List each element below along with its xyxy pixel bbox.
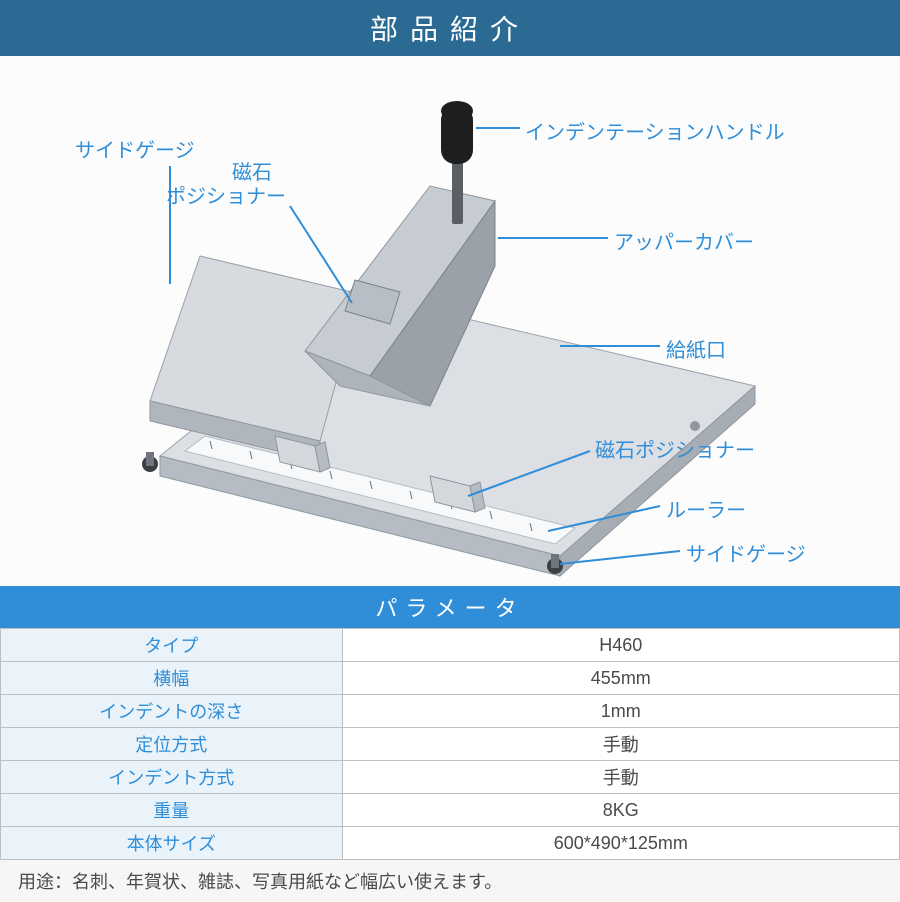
param-section-header: パラメータ <box>0 586 900 628</box>
param-key: 横幅 <box>1 662 343 695</box>
table-row: 定位方式手動 <box>1 728 900 761</box>
parts-diagram: サイドゲージ 磁石 ポジショナー インデンテーションハンドル アッパーカバー 給… <box>0 56 900 586</box>
param-val: 1mm <box>342 695 899 728</box>
page-title: 部品紹介 <box>370 8 530 48</box>
page-title-bar: 部品紹介 <box>0 0 900 56</box>
param-val: 8KG <box>342 794 899 827</box>
footer-label: 用途： <box>18 872 72 892</box>
table-row: タイプH460 <box>1 629 900 662</box>
table-row: インデントの深さ1mm <box>1 695 900 728</box>
param-val: 455mm <box>342 662 899 695</box>
table-row: 重量8KG <box>1 794 900 827</box>
param-key: 本体サイズ <box>1 827 343 860</box>
param-val: 600*490*125mm <box>342 827 899 860</box>
callout-positioner-top: ポジショナー <box>166 180 286 209</box>
table-row: インデント方式手動 <box>1 761 900 794</box>
param-key: 重量 <box>1 794 343 827</box>
callout-upper-cover: アッパーカバー <box>614 226 754 255</box>
usage-footer: 用途：名刺、年賀状、雑誌、写真用紙など幅広い使えます。 <box>0 860 900 902</box>
param-key: タイプ <box>1 629 343 662</box>
param-key: 定位方式 <box>1 728 343 761</box>
callout-ruler: ルーラー <box>666 494 746 523</box>
param-section-title: パラメータ <box>375 591 524 623</box>
param-key: インデント方式 <box>1 761 343 794</box>
param-val: 手動 <box>342 761 899 794</box>
param-val: H460 <box>342 629 899 662</box>
param-key: インデントの深さ <box>1 695 343 728</box>
table-row: 横幅455mm <box>1 662 900 695</box>
callout-indent-handle: インデンテーションハンドル <box>525 116 785 145</box>
param-table: タイプH460 横幅455mm インデントの深さ1mm 定位方式手動 インデント… <box>0 628 900 860</box>
callout-paper-slot: 給紙口 <box>666 334 726 363</box>
callout-magnet-positioner: 磁石ポジショナー <box>595 434 755 463</box>
param-table-body: タイプH460 横幅455mm インデントの深さ1mm 定位方式手動 インデント… <box>1 629 900 860</box>
product-infographic: 部品紹介 <box>0 0 900 900</box>
callout-side-gauge-top: サイドゲージ <box>75 134 195 163</box>
callout-side-gauge-bot: サイドゲージ <box>686 538 806 567</box>
table-row: 本体サイズ600*490*125mm <box>1 827 900 860</box>
footer-text: 名刺、年賀状、雑誌、写真用紙など幅広い使えます。 <box>72 872 502 892</box>
param-val: 手動 <box>342 728 899 761</box>
